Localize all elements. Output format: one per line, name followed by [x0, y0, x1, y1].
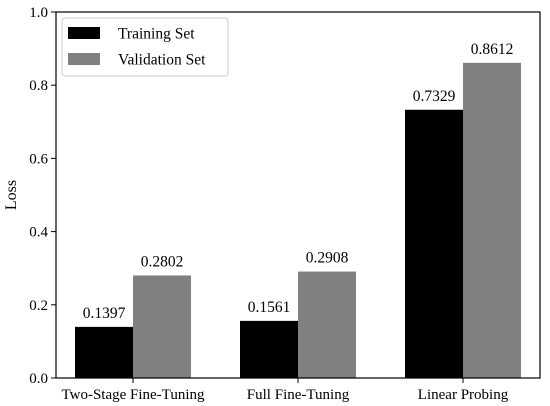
y-tick-label: 1.0 — [29, 5, 48, 21]
legend-label-validation: Validation Set — [118, 52, 206, 69]
y-axis: 0.0 0.2 0.4 0.6 0.8 1.0 — [29, 5, 56, 387]
data-label-validation-1: 0.2908 — [306, 250, 349, 267]
bar-validation-1 — [298, 271, 356, 378]
bar-training-0 — [75, 326, 133, 378]
legend-swatch-validation — [68, 53, 100, 65]
bars-layer — [75, 62, 521, 378]
bar-validation-2 — [463, 62, 521, 378]
x-axis: Two-Stage Fine-Tuning Full Fine-Tuning Lin… — [62, 378, 509, 403]
data-label-training-2: 0.7329 — [413, 88, 456, 105]
y-tick-label: 0.6 — [29, 151, 48, 167]
y-tick-label: 0.8 — [29, 78, 48, 94]
y-tick-label: 0.2 — [29, 298, 48, 314]
y-axis-label: Loss — [3, 180, 20, 210]
bar-training-1 — [240, 320, 298, 378]
data-label-training-0: 0.1397 — [83, 305, 126, 322]
legend: Training Set Validation Set — [61, 17, 229, 77]
value-labels-layer: 0.1397 0.1561 0.7329 0.2802 0.2908 0.8612 — [83, 41, 514, 322]
y-tick-label: 0.0 — [29, 371, 48, 387]
legend-label-training: Training Set — [118, 26, 195, 43]
x-tick-label: Two-Stage Fine-Tuning — [62, 387, 205, 403]
data-label-training-1: 0.1561 — [248, 299, 291, 316]
data-label-validation-0: 0.2802 — [141, 253, 184, 270]
bar-training-2 — [405, 109, 463, 378]
data-label-validation-2: 0.8612 — [471, 41, 514, 58]
legend-frame — [61, 17, 229, 77]
bar-validation-0 — [133, 275, 191, 378]
x-tick-label: Linear Probing — [418, 387, 509, 403]
x-tick-label: Full Fine-Tuning — [247, 387, 350, 403]
legend-swatch-training — [68, 27, 100, 39]
y-tick-label: 0.4 — [29, 225, 48, 241]
